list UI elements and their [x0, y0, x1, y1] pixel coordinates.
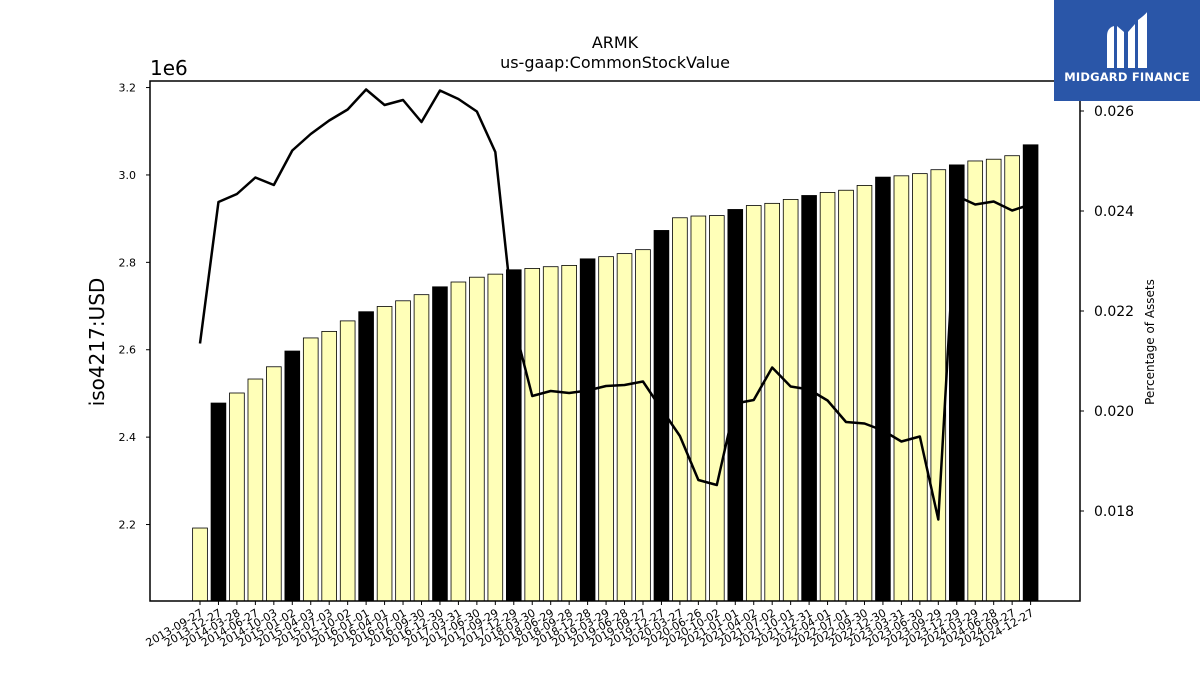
y2-tick-label: 0.018 [1094, 504, 1134, 520]
bar [856, 185, 873, 602]
bar [838, 189, 854, 602]
bar [266, 366, 282, 602]
y-tick-label: 2.6 [119, 344, 137, 357]
y2-ticks: 0.018 0.020 0.022 0.024 0.026 [1080, 104, 1134, 520]
bar [709, 215, 725, 602]
bar [967, 160, 984, 602]
bar [598, 256, 614, 602]
x-ticks: 2013-09-272013-12-272014-03-282014-06-27… [144, 601, 1036, 650]
chart-title-line2: us-gaap:CommonStockValue [500, 53, 730, 72]
bar [672, 217, 688, 602]
midgard-logo-icon [1107, 12, 1147, 68]
bar [284, 350, 301, 602]
y-tick-label: 3.0 [119, 169, 137, 182]
y-tick-label: 3.2 [119, 82, 137, 95]
bar [893, 175, 910, 602]
y-ticks: 2.2 2.4 2.6 2.8 3.0 3.2 [119, 82, 150, 532]
y-axis-label: iso4217:USD [85, 278, 109, 407]
bar [247, 378, 264, 602]
y-tick-label: 2.4 [119, 431, 137, 444]
bar [524, 268, 541, 602]
chart-title-line1: ARMK [592, 33, 639, 52]
bar [1004, 155, 1020, 602]
bar [339, 320, 356, 602]
bar [210, 402, 227, 602]
brand-logo: MIDGARD FINANCE [1054, 0, 1200, 101]
bar [229, 392, 245, 602]
y-tick-label: 2.8 [119, 256, 137, 269]
bar [358, 311, 374, 602]
y2-axis-label: Percentage of Assets [1143, 279, 1157, 405]
bar [192, 527, 208, 602]
bar [690, 215, 707, 602]
plot-frame [149, 80, 1081, 602]
bar [395, 300, 411, 602]
y2-tick-label: 0.020 [1094, 404, 1134, 420]
bar [450, 281, 467, 602]
bar [487, 273, 504, 602]
y2-tick-label: 0.026 [1094, 104, 1134, 120]
bar [321, 330, 337, 602]
bar [764, 202, 780, 602]
y2-tick-label: 0.024 [1094, 204, 1134, 220]
bar [616, 253, 633, 602]
line-layer [198, 88, 1031, 521]
bar [432, 286, 448, 602]
bar [801, 195, 817, 602]
bar [745, 205, 762, 602]
bar [875, 176, 891, 602]
bar [985, 158, 1002, 602]
y2-tick-label: 0.022 [1094, 304, 1134, 320]
bar [635, 249, 651, 602]
logo-text: MIDGARD FINANCE [1064, 70, 1190, 84]
bar [930, 169, 947, 602]
bar [579, 258, 596, 602]
bars-layer [192, 144, 1039, 602]
bar [542, 266, 559, 602]
bar [561, 264, 577, 602]
bar [376, 306, 393, 602]
bar [1022, 144, 1039, 602]
bar [948, 164, 965, 602]
bar [469, 276, 485, 602]
bar [302, 337, 319, 602]
percentage-line [198, 88, 1031, 521]
bar [413, 294, 430, 602]
bar [782, 199, 799, 602]
y-offset-label: 1e6 [150, 56, 188, 80]
bar [912, 173, 928, 602]
y-tick-label: 2.2 [119, 519, 137, 532]
